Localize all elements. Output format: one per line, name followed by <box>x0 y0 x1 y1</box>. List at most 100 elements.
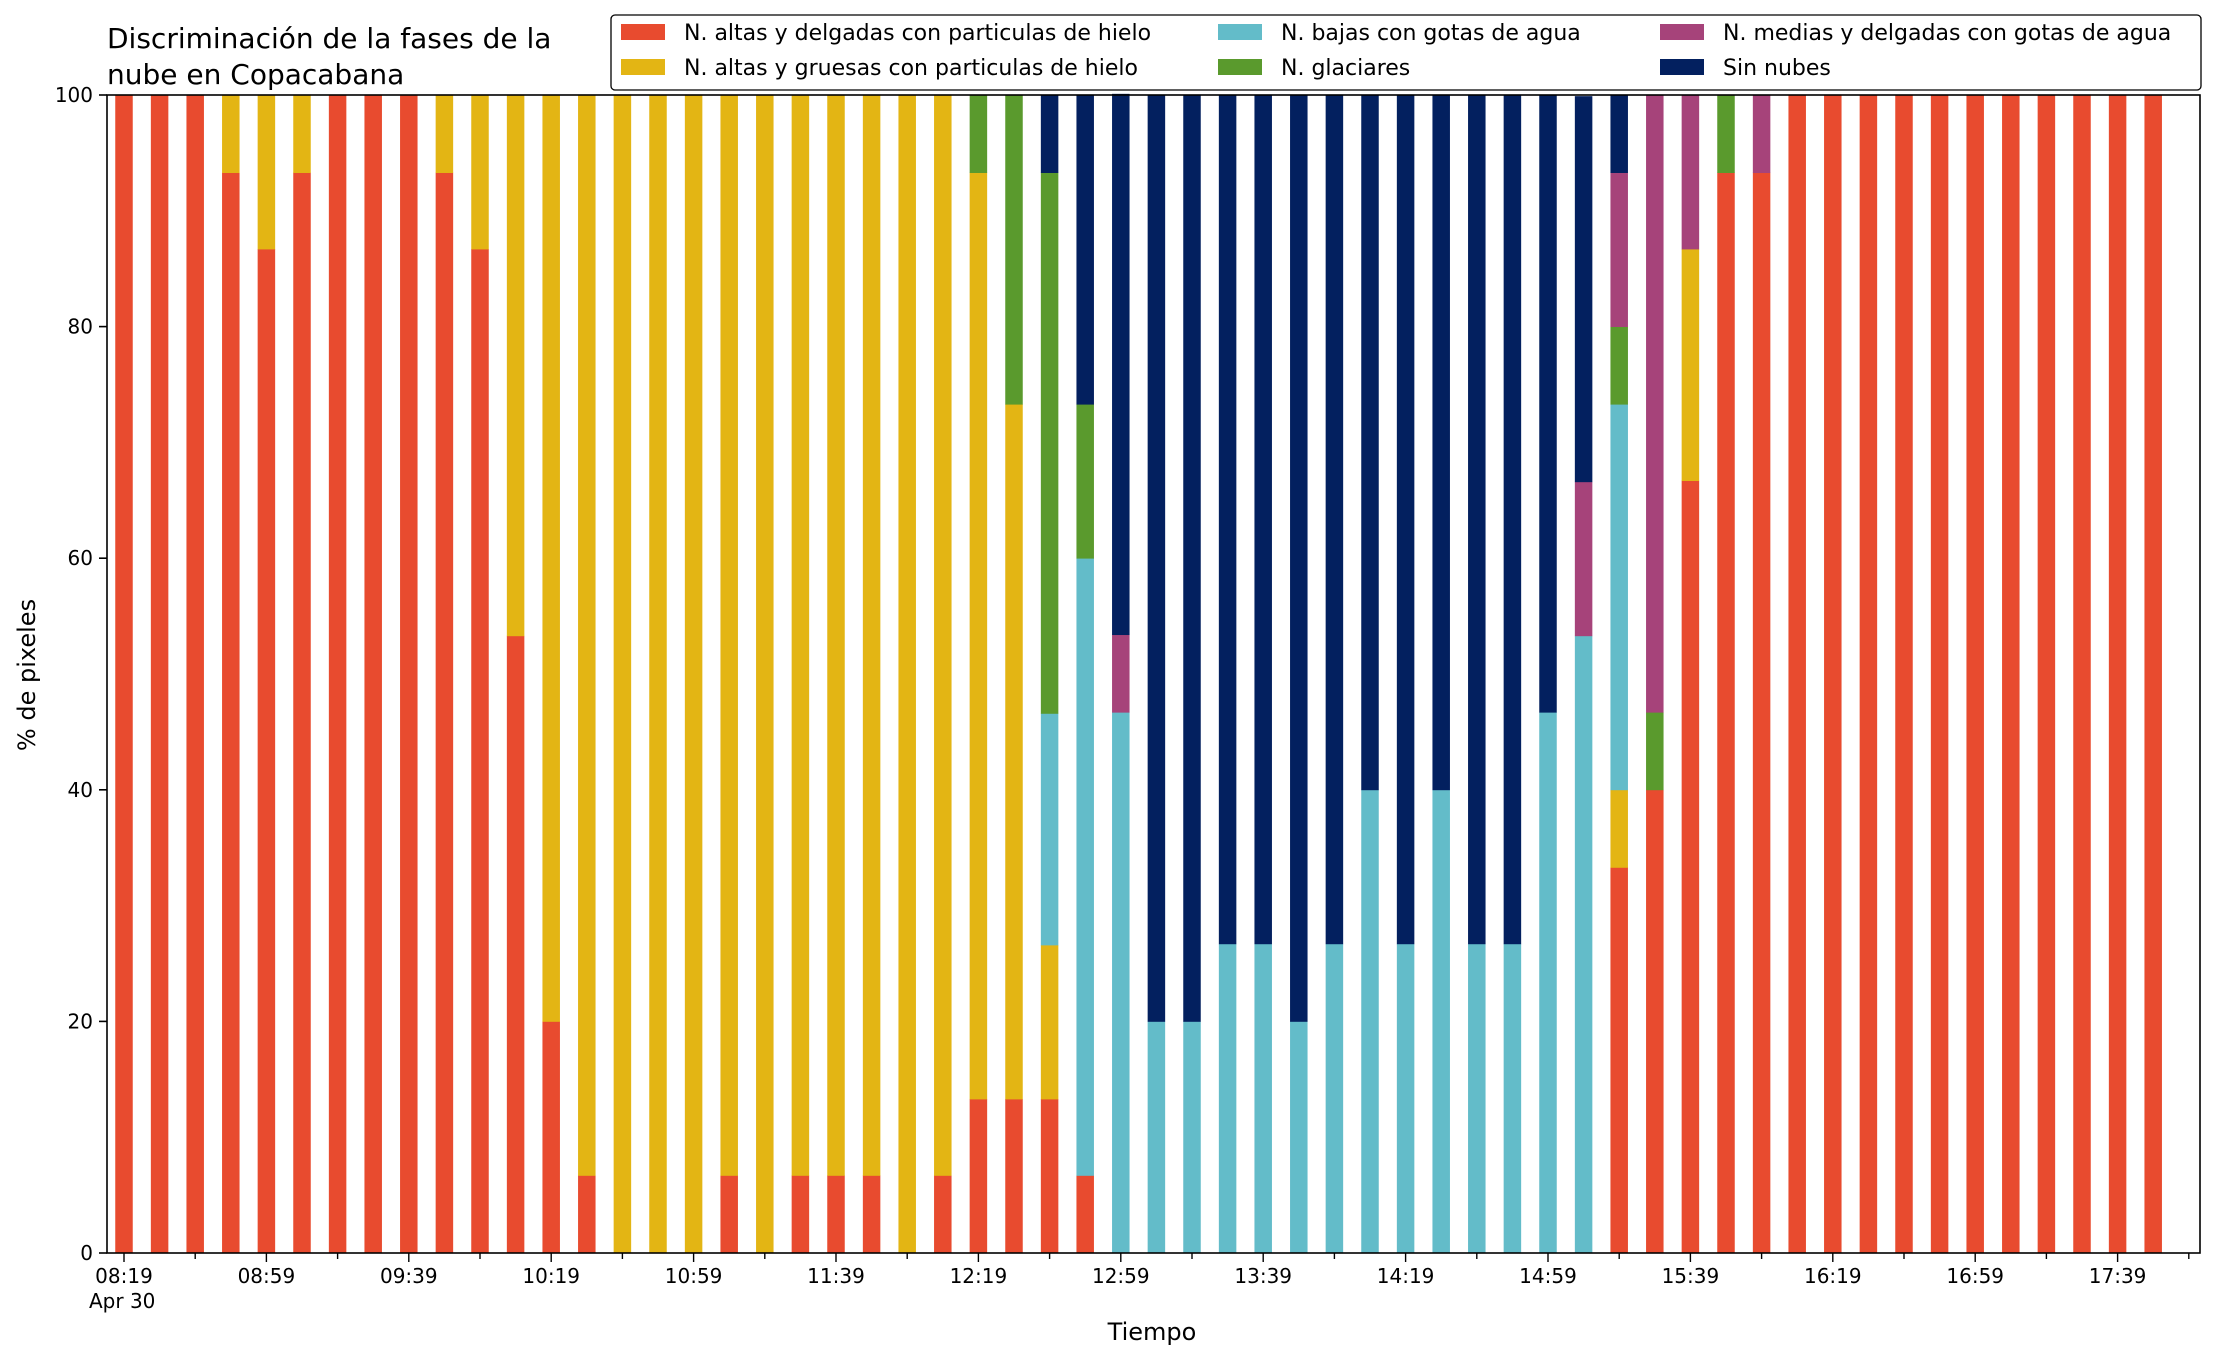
bar-segment-s1-t42 <box>1610 789 1628 868</box>
bar-segment-s3-t43 <box>1646 712 1664 791</box>
bar-segment-s4-t43 <box>1646 95 1664 713</box>
bar-segment-s0-t23 <box>934 1175 952 1254</box>
legend: N. altas y delgadas con particulas de hi… <box>610 14 2202 91</box>
bar-segment-s0-t43 <box>1646 789 1664 1254</box>
bar-segment-s5-t36 <box>1396 95 1415 945</box>
bar-segment-s1-t22 <box>898 95 916 1254</box>
axes-layer: 0 20 40 60 80 100 08:19 08:59 09:39 10:19 10:59 11:… <box>55 83 2201 1288</box>
bar-segment-s5-t29 <box>1147 95 1166 1022</box>
chart-title-line-1: Discriminación de la fases de la <box>107 22 551 55</box>
bar-segment-s0-t55 <box>2073 95 2091 1254</box>
bar-segment-s0-t8 <box>400 95 418 1254</box>
bar-segment-s0-t7 <box>364 95 382 1254</box>
bar-segment-s1-t14 <box>613 95 632 1254</box>
bar-segment-s5-t42 <box>1610 95 1628 173</box>
x-axis-label: Tiempo <box>1107 1318 1197 1346</box>
bar-segment-s1-t24 <box>969 172 988 1100</box>
bar-segment-s2-t27 <box>1076 558 1094 1176</box>
bar-segment-s1-t5 <box>293 95 311 173</box>
bar-segment-s5-t28 <box>1112 93 1130 636</box>
bar-segment-s0-t49 <box>1859 95 1878 1254</box>
bar-segment-s0-t21 <box>862 1175 881 1254</box>
x-tick-label-2: 09:39 <box>380 1264 438 1288</box>
bar-segment-s0-t3 <box>222 172 240 1254</box>
bar-segment-s0-t11 <box>506 635 525 1254</box>
y-tick-label-1: 20 <box>68 1009 93 1033</box>
bar-segment-s0-t44 <box>1681 480 1700 1254</box>
bar-segment-s0-t26 <box>1040 1098 1059 1254</box>
bar-segment-s4-t28 <box>1112 634 1130 713</box>
bar-segment-s1-t21 <box>862 95 881 1176</box>
bar-segment-s1-t23 <box>934 95 952 1176</box>
bar-segment-s5-t38 <box>1468 95 1486 945</box>
legend-swatch-5 <box>1660 59 1704 75</box>
legend-swatch-2 <box>1218 24 1262 40</box>
bar-segment-s1-t11 <box>506 95 525 637</box>
bar-segment-s5-t26 <box>1040 95 1059 173</box>
y-axis-label: % de pixeles <box>13 599 41 751</box>
bar-segment-s2-t39 <box>1503 943 1522 1254</box>
bar-segment-s0-t53 <box>2002 95 2020 1254</box>
bar-segment-s0-t47 <box>1788 95 1806 1254</box>
bar-segment-s5-t39 <box>1503 95 1522 945</box>
bar-segment-s4-t46 <box>1752 95 1771 173</box>
bar-segment-s2-t31 <box>1218 943 1237 1254</box>
bar-segment-s1-t10 <box>471 95 489 250</box>
y-tick-label-3: 60 <box>68 546 93 570</box>
x-tick-label-3: 10:19 <box>522 1264 580 1288</box>
bar-segment-s4-t44 <box>1681 95 1700 250</box>
bar-segment-s5-t30 <box>1183 95 1201 1022</box>
bar-segment-s0-t46 <box>1752 172 1771 1254</box>
x-tick-label-13: 16:59 <box>1946 1264 2004 1288</box>
bar-segment-s0-t57 <box>2144 95 2162 1254</box>
bar-segment-s4-t42 <box>1610 172 1628 327</box>
bar-segment-s2-t41 <box>1574 635 1593 1254</box>
bar-segment-s0-t10 <box>471 249 489 1254</box>
bar-segment-s0-t4 <box>257 249 276 1254</box>
legend-swatch-1 <box>621 59 665 75</box>
y-tick-label-4: 80 <box>68 315 93 339</box>
bar-segment-s5-t32 <box>1254 95 1272 945</box>
bar-segment-s1-t18 <box>756 95 774 1254</box>
bar-segment-s1-t17 <box>720 95 738 1176</box>
bar-segment-s1-t3 <box>222 95 240 173</box>
x-tick-label-8: 13:39 <box>1234 1264 1292 1288</box>
x-tick-label-7: 12:59 <box>1092 1264 1150 1288</box>
bar-segment-s0-t51 <box>1930 95 1949 1254</box>
x-tick-label-1: 08:59 <box>238 1264 296 1288</box>
x-tick-label-6: 12:19 <box>950 1264 1008 1288</box>
x-tick-label-14: 17:39 <box>2089 1264 2147 1288</box>
plot-frame <box>106 94 2201 1254</box>
bar-segment-s0-t45 <box>1717 172 1735 1254</box>
x-tick-label-12: 16:19 <box>1804 1264 1862 1288</box>
bar-segment-s5-t27 <box>1076 95 1094 405</box>
bar-segment-s1-t15 <box>649 95 667 1254</box>
legend-swatch-4 <box>1660 24 1704 40</box>
labels-layer: Discriminación de la fases de la nube en… <box>13 22 1196 1346</box>
bar-segment-s0-t27 <box>1076 1175 1094 1254</box>
legend-swatch-0 <box>621 24 665 40</box>
bar-segment-s0-t9 <box>435 172 454 1254</box>
bar-segment-s1-t16 <box>684 95 703 1254</box>
legend-label-0: N. altas y delgadas con particulas de hi… <box>684 21 1151 46</box>
legend-swatch-3 <box>1218 59 1262 75</box>
bar-segment-s1-t9 <box>435 95 454 173</box>
x-tick-label-10: 14:59 <box>1519 1264 1577 1288</box>
x-tick-label-5: 11:39 <box>807 1264 865 1288</box>
bar-segment-s0-t56 <box>2108 95 2127 1254</box>
legend-label-1: N. altas y gruesas con particulas de hie… <box>684 56 1138 81</box>
bar-segment-s0-t12 <box>542 1021 560 1254</box>
bars-layer <box>115 93 2162 1254</box>
chart-title-line-2: nube en Copacabana <box>107 58 404 91</box>
x-tick-label-9: 14:19 <box>1377 1264 1435 1288</box>
bar-segment-s1-t4 <box>257 95 276 250</box>
bar-segment-s2-t33 <box>1290 1021 1308 1254</box>
bar-segment-s0-t19 <box>791 1175 810 1254</box>
bar-segment-s1-t13 <box>578 95 596 1176</box>
bar-segment-s0-t5 <box>293 172 311 1254</box>
y-tick-label-5: 100 <box>55 83 93 107</box>
bar-segment-s5-t33 <box>1290 95 1308 1022</box>
bar-segment-s3-t45 <box>1717 95 1735 173</box>
x-tick-label-4: 10:59 <box>665 1264 723 1288</box>
